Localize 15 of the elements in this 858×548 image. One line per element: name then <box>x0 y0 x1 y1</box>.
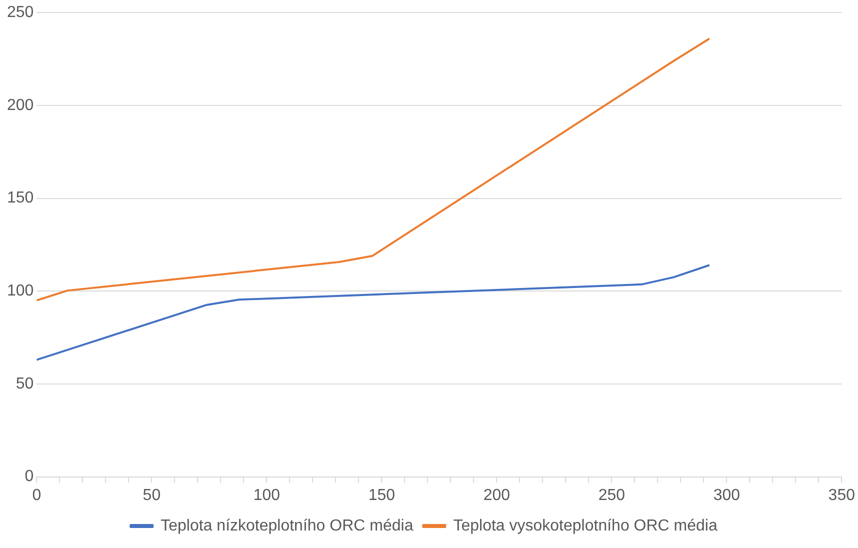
y-tick-label: 100 <box>6 282 34 300</box>
x-tick-label: 200 <box>483 486 510 504</box>
y-tick-label: 150 <box>6 190 34 207</box>
x-tick-label: 250 <box>598 486 626 504</box>
y-tick-label: 200 <box>6 96 34 114</box>
y-tick-label: 0 <box>24 468 34 486</box>
x-tick-label: 300 <box>713 486 740 504</box>
x-tick-label: 150 <box>368 486 396 504</box>
x-tick-label: 100 <box>253 486 280 504</box>
legend-label: Teplota vysokoteplotního ORC média <box>453 517 718 534</box>
x-tick-label: 350 <box>828 486 856 504</box>
x-tick-label: 50 <box>142 486 161 504</box>
legend-label: Teplota nízkoteplotního ORC média <box>160 517 414 534</box>
y-tick-label: 50 <box>16 375 34 392</box>
y-tick-label: 250 <box>6 4 34 22</box>
